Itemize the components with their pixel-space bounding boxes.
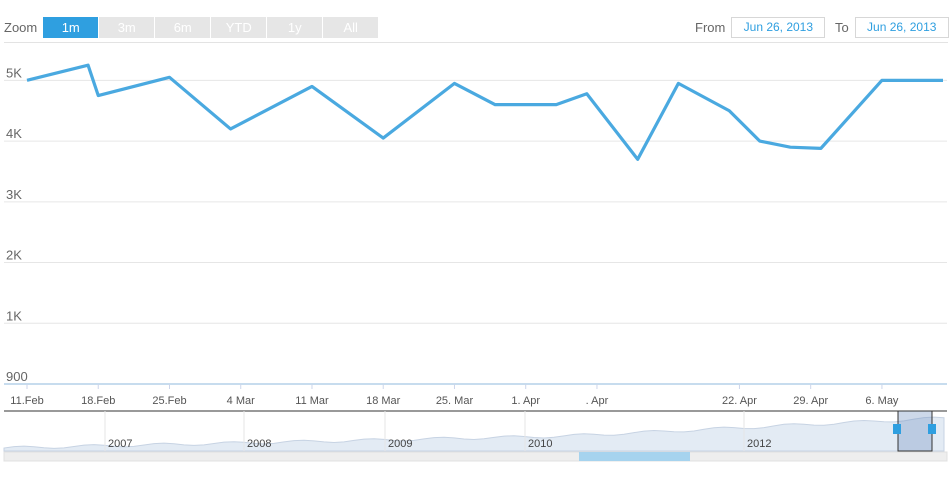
x-tick-label: 11 Mar [295, 395, 329, 407]
x-tick-label: 11.Feb [10, 395, 43, 407]
y-tick-label: 900 [6, 369, 28, 384]
range-from: From Jun 26, 2013 [695, 16, 826, 38]
x-tick-label: 22. Apr [722, 395, 757, 407]
x-tick-label: 25.Feb [152, 395, 186, 407]
navigator-left-handle [893, 424, 901, 434]
navigator-area [3, 416, 945, 452]
header-divider [4, 42, 948, 43]
x-tick-label: 6. May [865, 395, 899, 407]
y-tick-label: 1K [6, 308, 22, 323]
x-tick-label: 1. Apr [511, 395, 540, 407]
navigator-year-label: 2009 [388, 438, 412, 450]
from-label: From [695, 19, 726, 35]
from-date-input[interactable]: Jun 26, 2013 [731, 16, 826, 38]
zoom-button-6m[interactable]: 6m [155, 16, 211, 38]
y-tick-label: 3K [6, 187, 22, 202]
to-date-input[interactable]: Jun 26, 2013 [854, 16, 949, 38]
navigator-year-label: 2008 [247, 438, 271, 450]
zoom-button-all[interactable]: All [323, 16, 379, 38]
x-tick-label: 25. Mar [436, 395, 474, 407]
navigator-selection [897, 410, 933, 452]
navigator-year-label: 2010 [528, 438, 552, 450]
y-tick-label: 5K [6, 65, 22, 80]
range-to: To Jun 26, 2013 [835, 16, 949, 38]
zoom-selector: Zoom 1m 3m 6m YTD 1y All [0, 16, 379, 38]
zoom-label: Zoom [4, 19, 38, 35]
zoom-button-3m[interactable]: 3m [99, 16, 155, 38]
x-tick-label: 18 Mar [366, 395, 401, 407]
x-tick-label: 29. Apr [793, 395, 828, 407]
navigator-year-label: 2007 [108, 438, 132, 450]
zoom-button-1y[interactable]: 1y [267, 16, 323, 38]
y-tick-label: 2K [6, 248, 22, 263]
series-line [26, 63, 943, 161]
scrollbar-thumb [579, 452, 690, 461]
to-label: To [835, 19, 849, 35]
x-tick-label: 4 Mar [227, 395, 255, 407]
navigator-right-handle [928, 424, 936, 434]
scrollbar-track [3, 451, 948, 462]
zoom-button-1m[interactable]: 1m [43, 16, 99, 38]
navigator-year-label: 2012 [747, 438, 771, 450]
zoom-buttons: 1m 3m 6m YTD 1y All [43, 16, 379, 38]
x-tick-label: . Apr [586, 395, 609, 407]
zoom-button-ytd[interactable]: YTD [211, 16, 267, 38]
x-tick-label: 18.Feb [81, 395, 115, 407]
y-tick-label: 4K [6, 126, 22, 141]
